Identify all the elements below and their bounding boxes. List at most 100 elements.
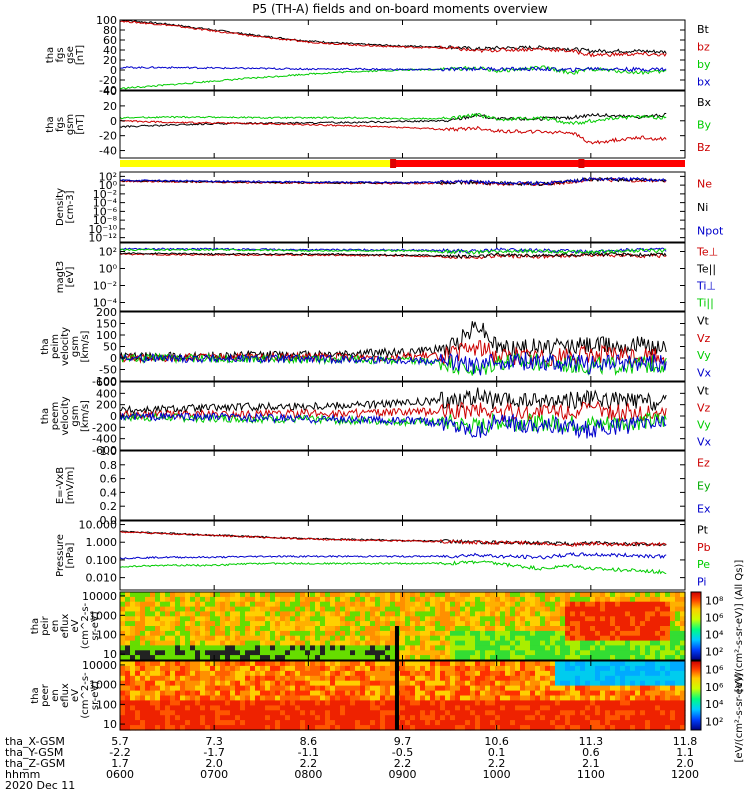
heat-cell [120,611,126,617]
heat-cell [540,611,546,617]
heat-cell [190,630,196,637]
legend-entry: Vz [697,402,711,415]
heat-cell [640,705,646,711]
heat-cell [185,675,191,682]
heat-cell [575,700,581,706]
heat-cell [405,655,411,661]
heat-cell [370,630,376,637]
heat-cell [460,670,466,677]
heat-cell [560,725,566,731]
heat-cell [410,645,416,651]
heat-cell [350,700,356,706]
heat-cell [385,720,391,726]
heat-cell [575,725,581,731]
heat-cell [330,611,336,617]
heat-cell [290,611,296,617]
heat-cell [165,596,171,603]
heat-cell [190,670,196,677]
heat-cell [230,661,236,667]
heat-cell [320,700,326,706]
heat-cell [310,626,316,632]
heat-cell [475,596,481,603]
heat-cell [250,611,256,617]
heat-cell [245,626,251,632]
heat-cell [305,680,311,687]
heat-cell [315,606,321,613]
heat-cell [660,655,666,661]
heat-cell [505,655,511,661]
heat-cell [660,592,666,598]
heat-cell [640,690,646,697]
heat-cell [440,725,446,731]
heat-cell [370,596,376,603]
heat-cell [440,645,446,651]
heat-cell [535,650,541,656]
heat-cell [145,690,151,697]
heat-cell [475,621,481,627]
heat-cell [420,715,426,721]
heat-cell [555,685,561,692]
heat-cell [390,645,396,651]
heat-cell [365,616,371,622]
y-axis-label: fgs [55,117,66,132]
heat-cell [630,700,636,706]
heat-cell [540,650,546,656]
heat-cell [495,645,501,651]
heat-cell [595,611,601,617]
heat-cell [255,700,261,706]
heat-cell [375,596,381,603]
heat-cell [610,630,616,637]
heat-cell [230,670,236,677]
heat-cell [255,680,261,687]
colorbar-tick: 10² [705,715,723,728]
heat-cell [555,635,561,642]
heat-cell [345,635,351,642]
heat-cell [425,715,431,721]
heat-cell [375,661,381,667]
heat-cell [300,720,306,726]
heat-cell [680,710,686,716]
heat-cell [285,685,291,692]
heat-cell [380,690,386,697]
heat-cell [525,611,531,617]
heat-cell [320,665,326,672]
heat-cell [570,710,576,716]
heat-cell [180,705,186,711]
heat-cell [480,635,486,642]
heat-cell [285,661,291,667]
heat-cell [200,592,206,598]
heat-cell [445,606,451,613]
heat-cell [675,670,681,677]
heat-cell [370,720,376,726]
legend-entry: by [697,58,711,71]
heat-cell [655,616,661,622]
heat-cell [400,650,406,656]
heat-cell [250,665,256,672]
heat-cell [265,670,271,677]
heat-cell [445,705,451,711]
heat-cell [260,725,266,731]
heat-cell [375,670,381,677]
heat-cell [360,596,366,603]
heat-cell [180,700,186,706]
heat-cell [575,640,581,647]
heat-cell [220,661,226,667]
heat-cell [255,592,261,598]
heat-cell [640,720,646,726]
heat-cell [545,675,551,682]
heat-cell [480,650,486,656]
heat-cell [340,630,346,637]
heat-cell [555,640,561,647]
heat-cell [665,655,671,661]
heat-cell [170,705,176,711]
heat-cell [415,720,421,726]
heat-cell [355,670,361,677]
heat-cell [140,640,146,647]
heat-cell [205,700,211,706]
heat-cell [680,675,686,682]
heat-cell [380,611,386,617]
heat-cell [465,616,471,622]
heat-cell [300,630,306,637]
heat-cell [620,725,626,731]
